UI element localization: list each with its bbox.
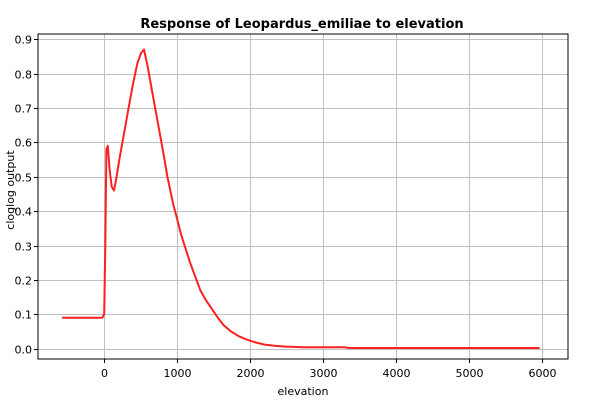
x-tick-label: 3000 [310,367,338,380]
y-tick-label: 0.2 [15,275,33,288]
y-tick-label: 0.4 [15,206,33,219]
y-tick-label: 0.5 [15,172,33,185]
grid [38,34,568,359]
x-tick-label: 0 [101,367,108,380]
x-tick-label: 1000 [164,367,192,380]
y-tick-label: 0.8 [15,69,33,82]
y-tick-label: 0.1 [15,309,33,322]
chart-title: Response of Leopardus_emiliae to elevati… [140,17,463,32]
axis-ticks: 0 1000 2000 3000 4000 5000 6000 0.0 0.1 0.2 0.3 0.4… [15,34,557,381]
y-tick-label: 0.3 [15,241,33,254]
y-tick-label: 0.9 [15,34,33,47]
x-tick-label: 2000 [237,367,265,380]
x-tick-label: 6000 [529,367,557,380]
y-tick-label: 0.6 [15,137,33,150]
y-tick-label: 0.7 [15,103,33,116]
x-tick-label: 4000 [383,367,411,380]
response-curve [61,48,540,349]
y-tick-label: 0.0 [15,344,33,357]
x-tick-label: 5000 [456,367,484,380]
series-layer [61,48,540,349]
x-axis-label: elevation [278,385,329,398]
plot-frame [37,33,569,360]
y-axis-label: cloglog output [4,150,17,230]
